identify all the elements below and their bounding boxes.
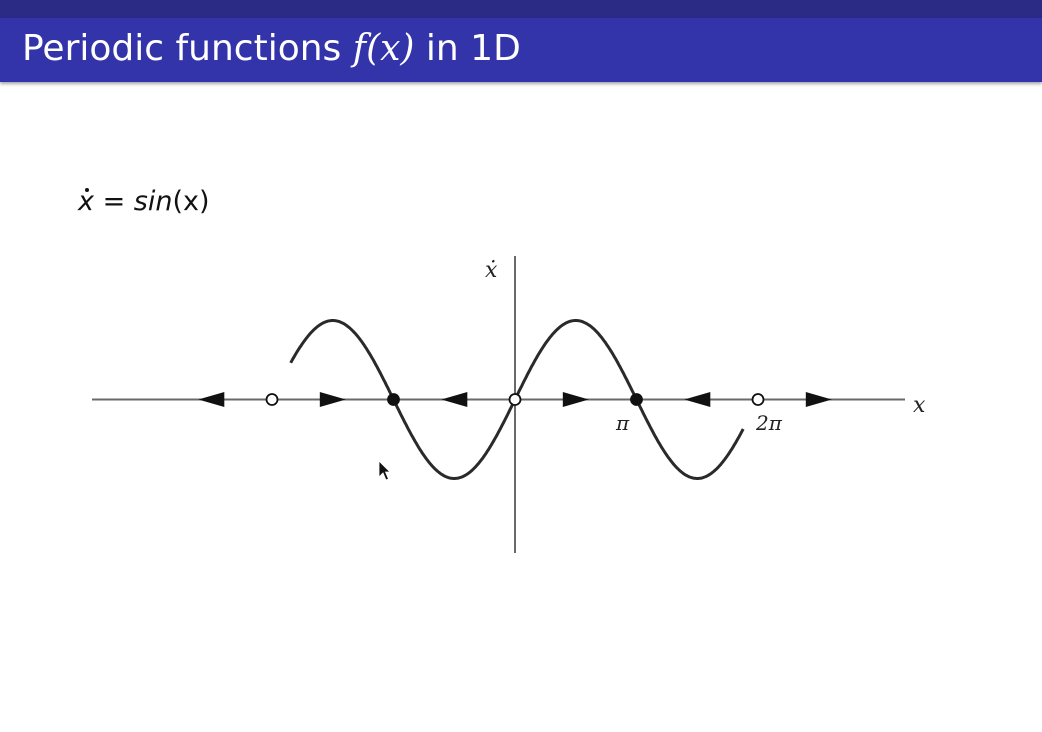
pointer-arrow-icon — [378, 460, 391, 481]
flow-arrow-left — [684, 392, 711, 407]
title-suffix: in 1D — [414, 28, 521, 69]
header-strip — [0, 0, 1042, 18]
fixed-point-unstable — [751, 393, 765, 406]
fixed-point-unstable — [508, 393, 522, 406]
y-axis-label: ẋ — [485, 258, 498, 283]
x-axis-label: x — [913, 393, 926, 418]
fixed-points — [265, 393, 765, 406]
tick-label-2pi: 2π — [755, 411, 783, 435]
flow-arrow-left — [198, 392, 225, 407]
flow-arrows — [198, 392, 832, 407]
equation-function: sin — [133, 186, 173, 217]
equation-operator: = — [93, 186, 134, 217]
equation: x = sin(x) — [78, 184, 210, 220]
title-math: f(x) — [353, 28, 415, 69]
fixed-point-stable — [630, 393, 643, 406]
title-math-expression: f(x) — [352, 28, 415, 69]
flow-arrow-right — [319, 392, 346, 407]
equation-argument: (x) — [172, 186, 210, 217]
title-prefix: Periodic functions — [22, 28, 353, 69]
fixed-point-stable — [387, 393, 400, 406]
flow-arrow-left — [441, 392, 468, 407]
fixed-point-unstable — [265, 393, 279, 406]
flow-arrow-right — [805, 392, 832, 407]
equation-lhs: x — [78, 184, 94, 220]
slide-header — [0, 18, 1042, 82]
tick-label-pi: π — [615, 411, 630, 435]
slide-title: Periodic functions f(x) in 1D — [22, 26, 521, 72]
flow-arrow-right — [562, 392, 589, 407]
